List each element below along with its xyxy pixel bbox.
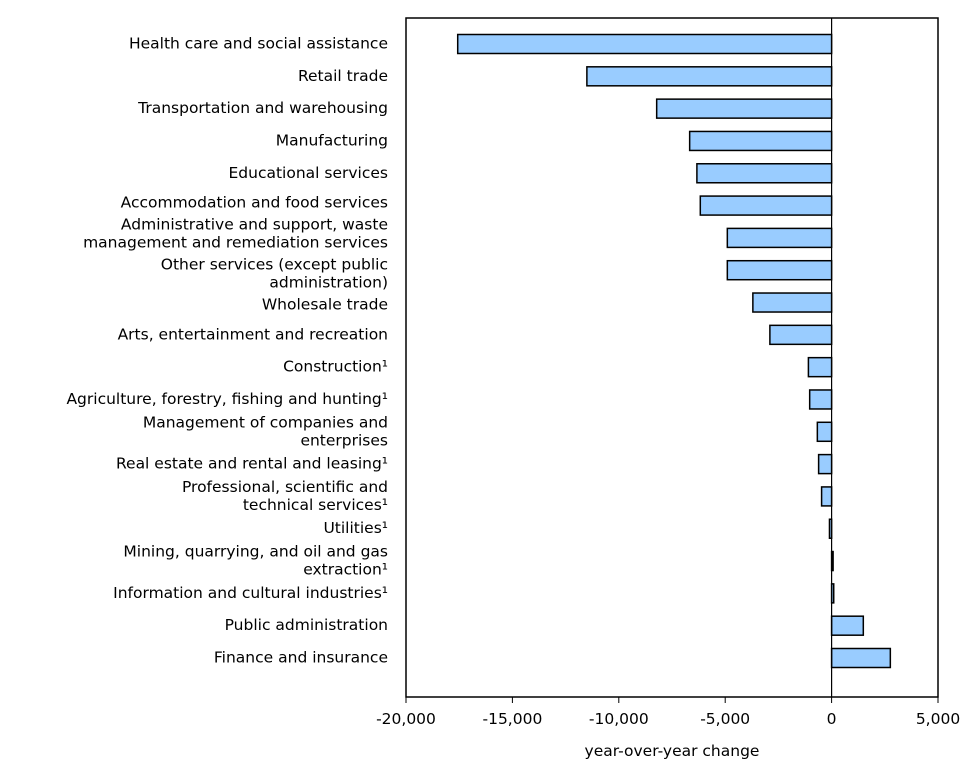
bar bbox=[816, 421, 833, 443]
x-axis-label: year-over-year change bbox=[585, 742, 760, 760]
category-label-line: administration) bbox=[269, 274, 388, 292]
category-label: Public administration bbox=[225, 616, 388, 634]
category-label: Wholesale trade bbox=[262, 296, 388, 314]
category-label: Educational services bbox=[229, 164, 389, 182]
category-label-line: Manufacturing bbox=[276, 131, 388, 149]
x-axis-ticks: -20,000 -15,000 -10,000 -5,000 0 5,000 bbox=[376, 697, 960, 728]
bar bbox=[820, 486, 833, 507]
bar bbox=[807, 356, 833, 378]
category-label: Arts, entertainment and recreation bbox=[118, 325, 388, 343]
category-label-line: Agriculture, forestry, fishing and hunti… bbox=[66, 390, 388, 408]
category-label: Administrative and support, waste managem… bbox=[83, 216, 388, 252]
category-label-line: Management of companies and bbox=[143, 413, 388, 431]
category-label-line: Utilities¹ bbox=[323, 519, 388, 537]
category-label: Professional, scientific and technical se… bbox=[182, 478, 388, 514]
category-label-line: Finance and insurance bbox=[214, 649, 388, 667]
category-label-line: enterprises bbox=[300, 431, 388, 449]
bar bbox=[830, 615, 865, 636]
bar bbox=[808, 389, 833, 410]
category-label-line: Health care and social assistance bbox=[129, 35, 388, 53]
bars bbox=[456, 33, 892, 669]
bar bbox=[752, 292, 833, 313]
category-label-line: management and remediation services bbox=[83, 234, 388, 252]
x-tick-label: -15,000 bbox=[482, 710, 542, 728]
category-label: Other services (except public administrat… bbox=[161, 256, 388, 292]
category-label: Retail trade bbox=[298, 67, 388, 85]
category-label: Agriculture, forestry, fishing and hunti… bbox=[66, 390, 388, 408]
category-label: Accommodation and food services bbox=[121, 194, 388, 212]
category-label-line: Information and cultural industries¹ bbox=[113, 584, 388, 602]
category-label-line: Wholesale trade bbox=[262, 296, 388, 314]
bar bbox=[769, 324, 833, 346]
category-label-line: Arts, entertainment and recreation bbox=[118, 325, 388, 343]
category-label: Real estate and rental and leasing¹ bbox=[116, 455, 388, 473]
category-label: Construction¹ bbox=[283, 358, 388, 376]
bar bbox=[726, 227, 833, 249]
category-label-line: extraction¹ bbox=[303, 561, 388, 579]
category-label-line: Real estate and rental and leasing¹ bbox=[116, 455, 388, 473]
category-label-line: Administrative and support, waste bbox=[121, 216, 388, 234]
bar bbox=[699, 195, 833, 216]
category-label-line: Other services (except public bbox=[161, 256, 388, 274]
bar bbox=[655, 98, 833, 119]
category-label-line: Public administration bbox=[225, 616, 388, 634]
bar bbox=[688, 130, 833, 152]
category-labels: Health care and social assistance Retail … bbox=[66, 35, 388, 667]
category-label-line: Transportation and warehousing bbox=[137, 99, 388, 117]
category-label: Utilities¹ bbox=[323, 519, 388, 537]
category-label-line: Retail trade bbox=[298, 67, 388, 85]
bar bbox=[817, 453, 833, 475]
category-label: Management of companies and enterprises bbox=[143, 413, 388, 449]
x-tick-label: -5,000 bbox=[700, 710, 750, 728]
bar bbox=[830, 647, 892, 669]
bar bbox=[696, 163, 833, 184]
category-label-line: Mining, quarrying, and oil and gas bbox=[123, 543, 388, 561]
bar bbox=[726, 259, 833, 281]
plot-frame bbox=[405, 17, 939, 698]
category-label: Transportation and warehousing bbox=[137, 99, 388, 117]
category-label: Manufacturing bbox=[276, 131, 388, 149]
x-tick-label: 5,000 bbox=[916, 710, 960, 728]
category-label-line: Construction¹ bbox=[283, 358, 388, 376]
category-label-line: Accommodation and food services bbox=[121, 194, 388, 212]
category-label-line: Educational services bbox=[229, 164, 389, 182]
category-label: Finance and insurance bbox=[214, 649, 388, 667]
bar bbox=[456, 33, 833, 55]
x-tick-label: 0 bbox=[827, 710, 837, 728]
category-label-line: Professional, scientific and bbox=[182, 478, 388, 496]
category-label: Health care and social assistance bbox=[129, 35, 388, 53]
x-tick-label: -20,000 bbox=[376, 710, 436, 728]
x-tick-label: -10,000 bbox=[589, 710, 649, 728]
bar bbox=[586, 66, 833, 87]
category-label-line: technical services¹ bbox=[243, 496, 388, 514]
category-label: Mining, quarrying, and oil and gas extrac… bbox=[123, 543, 388, 579]
category-label: Information and cultural industries¹ bbox=[113, 584, 388, 602]
